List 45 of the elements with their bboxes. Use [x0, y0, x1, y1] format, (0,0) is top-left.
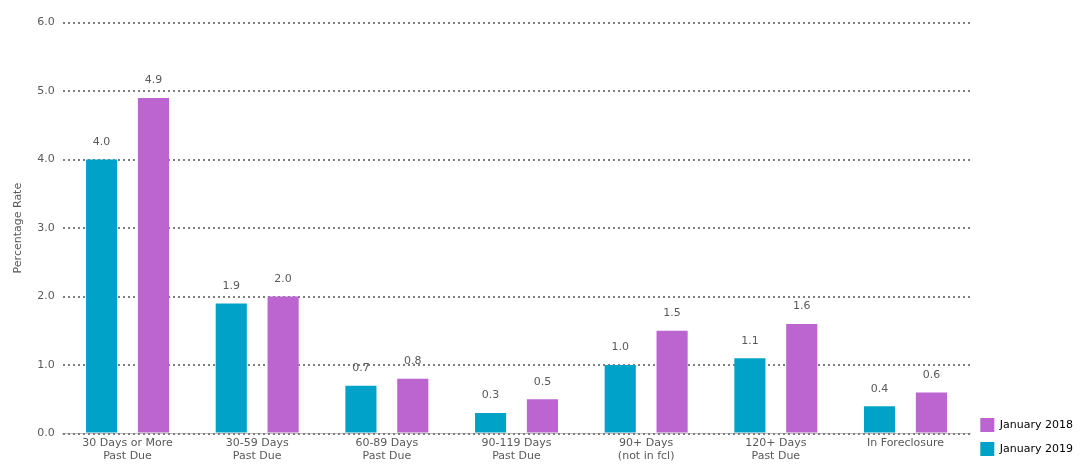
- x-tick-label: 90+ Days (not in fcl): [617, 436, 675, 463]
- x-tick-label: 120+ Days Past Due: [745, 436, 807, 463]
- bar: [345, 385, 377, 433]
- data-label: 0.7: [352, 361, 370, 375]
- x-tick-label: 30 Days or More Past Due: [82, 436, 173, 463]
- legend-label: January 2018: [998, 417, 1074, 431]
- bar: [267, 296, 299, 433]
- x-tick-label: 60-89 Days Past Due: [355, 436, 419, 463]
- y-tick-label: 3.0: [37, 220, 55, 234]
- y-axis-title: Percentage Rate: [11, 182, 25, 274]
- x-tick-label: 30-59 Days Past Due: [225, 436, 289, 463]
- bar: [526, 399, 558, 433]
- data-label: 4.0: [92, 134, 111, 148]
- x-tick-label: In Foreclosure: [866, 436, 945, 450]
- bar: [86, 159, 118, 433]
- data-label: 0.8: [404, 354, 422, 368]
- y-tick-label: 4.0: [37, 152, 55, 166]
- bar: [734, 358, 766, 433]
- data-label: 1.6: [793, 299, 811, 313]
- data-label: 4.9: [144, 73, 163, 87]
- legend-label: January 2019: [998, 441, 1074, 455]
- x-tick-label: 90-119 Days Past Due: [481, 436, 552, 463]
- bar: [137, 97, 170, 433]
- y-tick-label: 5.0: [37, 83, 55, 97]
- data-label: 1.5: [663, 306, 681, 320]
- data-label: 0.5: [533, 374, 552, 388]
- y-tick-label: 1.0: [37, 357, 55, 371]
- y-tick-label: 2.0: [37, 289, 55, 303]
- data-label: 0.4: [870, 381, 889, 395]
- bar: [656, 330, 688, 433]
- data-label: 0.6: [922, 367, 941, 381]
- y-tick-label: 6.0: [37, 15, 55, 29]
- bar: [604, 365, 636, 433]
- bar: [863, 406, 896, 433]
- bar: [915, 392, 947, 433]
- y-tick-label: 0.0: [37, 426, 55, 440]
- data-label: 2.0: [274, 271, 292, 285]
- data-label: 1.1: [741, 333, 759, 347]
- data-label: 1.0: [611, 340, 629, 354]
- bar: [215, 303, 247, 433]
- bar: [397, 378, 429, 433]
- bar: [475, 413, 507, 433]
- bar: [786, 324, 818, 433]
- data-label: 0.3: [481, 388, 500, 402]
- data-label: 1.9: [222, 278, 240, 292]
